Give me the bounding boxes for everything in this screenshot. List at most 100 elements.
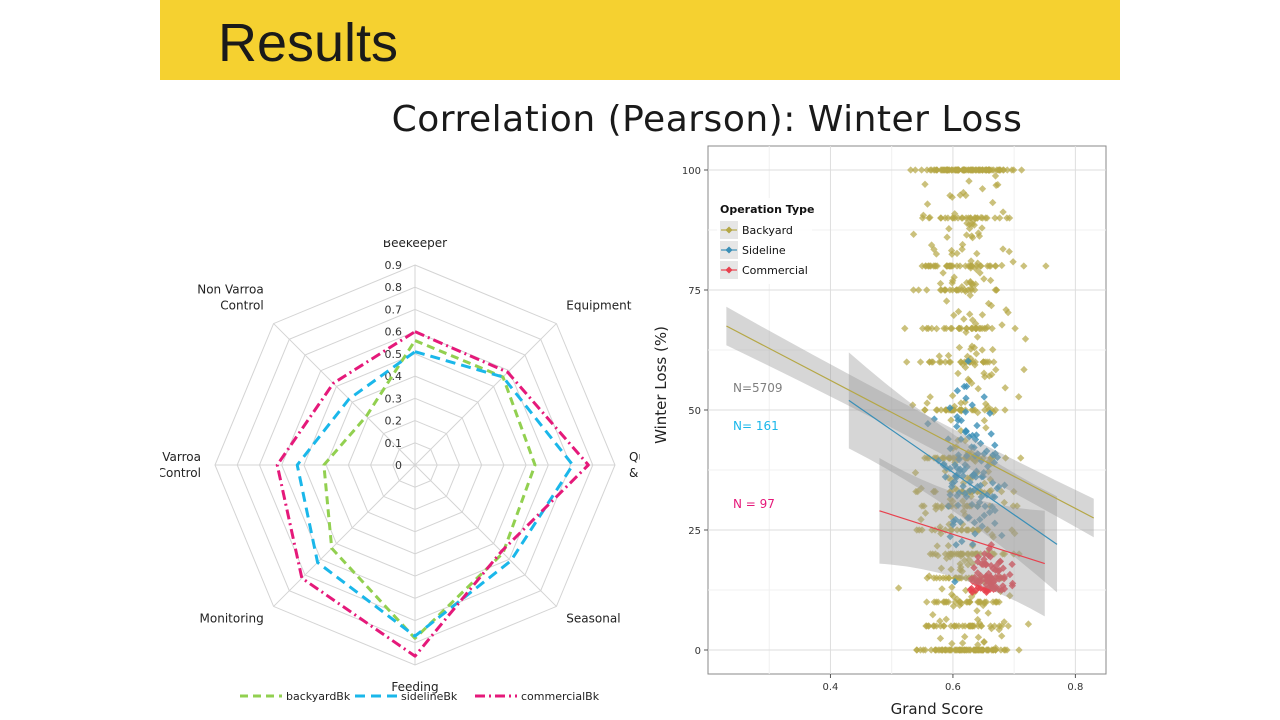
radar-r-tick-label: 0.5 xyxy=(385,348,403,361)
scatter-point xyxy=(975,498,984,507)
scatter-point xyxy=(944,214,952,222)
scatter-y-tick-label: 50 xyxy=(688,406,701,417)
scatter-point xyxy=(1006,570,1014,579)
scatter-point xyxy=(936,634,945,643)
scatter-point xyxy=(936,617,944,625)
scatter-point xyxy=(986,276,995,285)
scatter-n-label: N= 161 xyxy=(733,419,779,433)
radar-axis-label: Non Varroa Control xyxy=(197,283,263,313)
scatter-point xyxy=(1013,502,1021,510)
scatter-point xyxy=(965,555,973,564)
scatter-point xyxy=(926,213,934,222)
scatter-point xyxy=(980,416,989,425)
scatter-point xyxy=(981,502,989,510)
radar-axis-label: Beekeeper xyxy=(383,240,447,250)
radar-r-tick-label: 0.6 xyxy=(385,326,403,339)
scatter-point xyxy=(929,487,938,496)
scatter-point xyxy=(946,491,954,499)
scatter-point xyxy=(945,225,953,233)
radar-series-backyardBk xyxy=(322,339,537,640)
scatter-point xyxy=(955,455,963,464)
scatter-point xyxy=(943,233,951,241)
scatter-point xyxy=(967,166,976,174)
scatter-point xyxy=(1017,166,1026,174)
scatter-point xyxy=(999,166,1007,174)
scatter-point xyxy=(967,345,975,353)
scatter-point xyxy=(999,208,1007,216)
scatter-point xyxy=(946,358,955,366)
scatter-point xyxy=(962,214,970,222)
scatter-point xyxy=(942,297,951,305)
scatter-point xyxy=(974,229,983,237)
scatter-point xyxy=(1011,324,1019,333)
scatter-y-tick-label: 25 xyxy=(688,526,701,537)
scatter-point xyxy=(984,299,993,308)
scatter-legend-marker xyxy=(725,266,733,274)
radar-chart: 00.10.20.30.40.50.60.70.80.9 BeekeeperEq… xyxy=(160,240,640,703)
scatter-point xyxy=(967,584,976,593)
scatter-point xyxy=(960,556,969,565)
radar-spoke xyxy=(273,464,416,607)
scatter-point xyxy=(942,262,951,270)
scatter-point xyxy=(982,424,990,432)
scatter-point xyxy=(958,639,967,647)
scatter-point xyxy=(939,269,947,277)
scatter-point xyxy=(972,431,981,439)
scatter-point xyxy=(976,584,985,592)
scatter-point xyxy=(957,599,966,608)
scatter-point xyxy=(932,406,941,414)
scatter-y-tick-label: 75 xyxy=(688,286,701,297)
header-bar xyxy=(160,0,1120,80)
chart-subtitle: Correlation (Pearson): Winter Loss xyxy=(391,99,1023,140)
scatter-fit-line-backyard xyxy=(726,325,1095,519)
scatter-point xyxy=(989,564,997,573)
radar-r-tick-label: 0.8 xyxy=(385,281,403,294)
radar-axis-label: Feeding xyxy=(391,680,438,694)
scatter-point xyxy=(1004,308,1012,317)
scatter-point xyxy=(942,324,950,333)
scatter-point xyxy=(980,275,988,283)
scatter-point xyxy=(983,262,992,270)
scatter-point xyxy=(971,166,980,174)
scatter-y-axis-label: Winter Loss (%) xyxy=(652,326,670,444)
radar-legend-label: commercialBk xyxy=(521,690,600,703)
scatter-point xyxy=(932,250,941,258)
scatter-point xyxy=(986,409,994,417)
radar-axis-label: Monitoring xyxy=(200,611,264,625)
radar-series-sidelineBk xyxy=(295,350,575,638)
scatter-point xyxy=(918,502,926,510)
scatter-point xyxy=(999,582,1007,590)
scatter-point xyxy=(959,482,967,490)
radar-spoke xyxy=(414,464,557,607)
scatter-point xyxy=(968,316,977,324)
scatter-point xyxy=(987,486,995,495)
scatter-point xyxy=(962,231,971,239)
scatter-point xyxy=(967,443,976,451)
scatter-point xyxy=(976,439,985,448)
scatter-point xyxy=(937,406,945,414)
scatter-point xyxy=(958,245,966,253)
scatter-legend-marker xyxy=(725,246,733,254)
radar-r-tick-label: 0.3 xyxy=(385,392,403,405)
scatter-point xyxy=(974,553,982,561)
scatter-point xyxy=(977,493,986,501)
scatter-point xyxy=(948,639,956,648)
scatter-x-tick-label: 0.4 xyxy=(823,682,839,693)
radar-axis-label: Varroa Control xyxy=(160,450,201,480)
scatter-legend-label: Backyard xyxy=(742,224,793,237)
slide-title: Results xyxy=(218,13,399,73)
scatter-point xyxy=(945,520,953,529)
scatter-x-tick-label: 0.6 xyxy=(945,682,961,693)
radar-r-tick-label: 0 xyxy=(395,459,402,472)
scatter-point xyxy=(922,262,930,270)
radar-axis-label: Equipment xyxy=(566,299,631,313)
scatter-legend-marker xyxy=(725,226,733,234)
scatter-point xyxy=(959,188,968,197)
scatter-point xyxy=(965,224,974,233)
scatter-point xyxy=(954,501,962,509)
scatter-legend-label: Sideline xyxy=(742,244,786,257)
scatter-point xyxy=(932,505,940,513)
scatter-point xyxy=(1000,573,1009,581)
scatter-legend-title: Operation Type xyxy=(720,203,814,216)
scatter-point xyxy=(917,166,926,174)
